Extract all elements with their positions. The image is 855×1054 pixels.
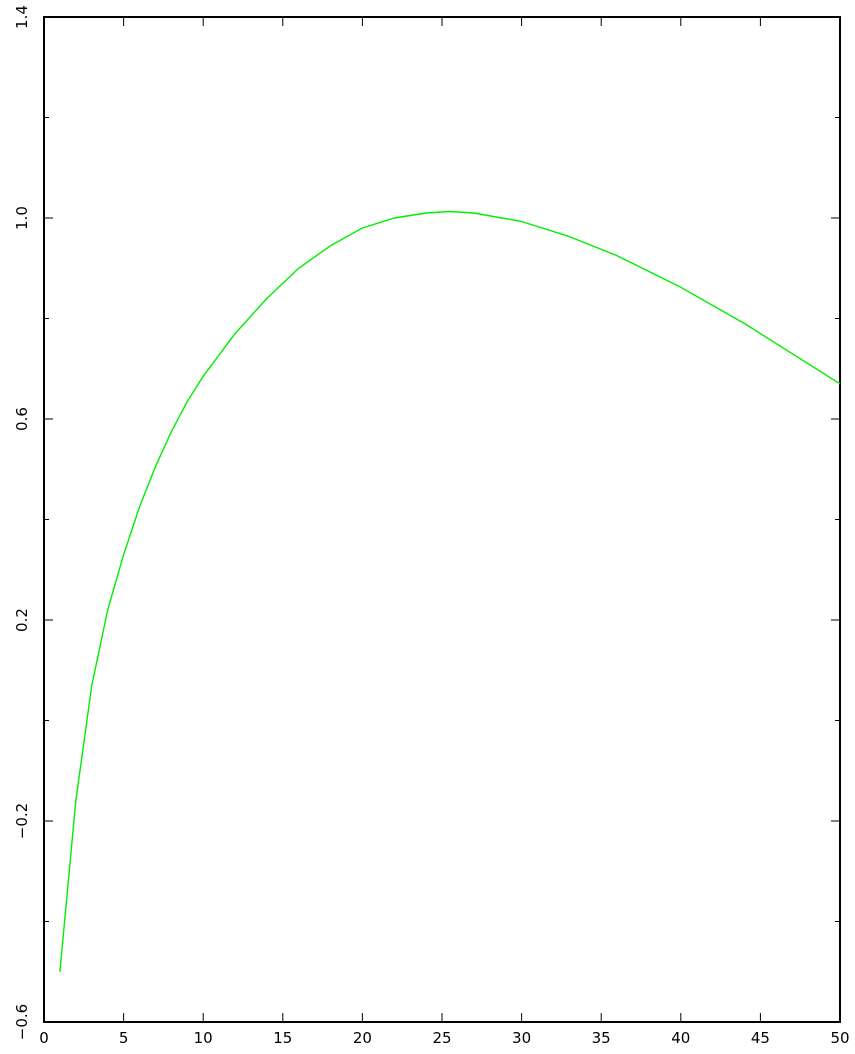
x-tick-label: 10 <box>194 1029 213 1047</box>
x-tick-label: 50 <box>830 1029 849 1047</box>
x-axis-tick-labels: 0 5 10 15 20 25 30 35 40 45 50 <box>39 1029 849 1047</box>
x-axis-ticks <box>43 17 841 1022</box>
y-tick-label: 0.2 <box>13 608 31 632</box>
y-axis-tick-labels: −0.6 −0.2 0.2 0.6 1.0 1.4 <box>13 5 31 1040</box>
series-line <box>59 210 841 972</box>
x-tick-label: 35 <box>592 1029 611 1047</box>
x-tick-label: 30 <box>512 1029 531 1047</box>
y-tick-label: 1.0 <box>13 206 31 230</box>
plot-frame <box>43 16 841 1023</box>
x-tick-label: 40 <box>671 1029 690 1047</box>
x-tick-label: 25 <box>432 1029 451 1047</box>
x-tick-label: 5 <box>119 1029 129 1047</box>
y-tick-label: −0.2 <box>13 803 31 839</box>
y-tick-label: −0.6 <box>13 1004 31 1040</box>
x-tick-label: 0 <box>39 1029 49 1047</box>
x-tick-label: 20 <box>353 1029 372 1047</box>
x-tick-label: 15 <box>273 1029 292 1047</box>
x-tick-label: 45 <box>751 1029 770 1047</box>
y-axis-ticks <box>44 16 840 1023</box>
y-tick-label: 0.6 <box>13 407 31 431</box>
series-layer <box>59 210 841 972</box>
y-tick-label: 1.4 <box>13 5 31 29</box>
